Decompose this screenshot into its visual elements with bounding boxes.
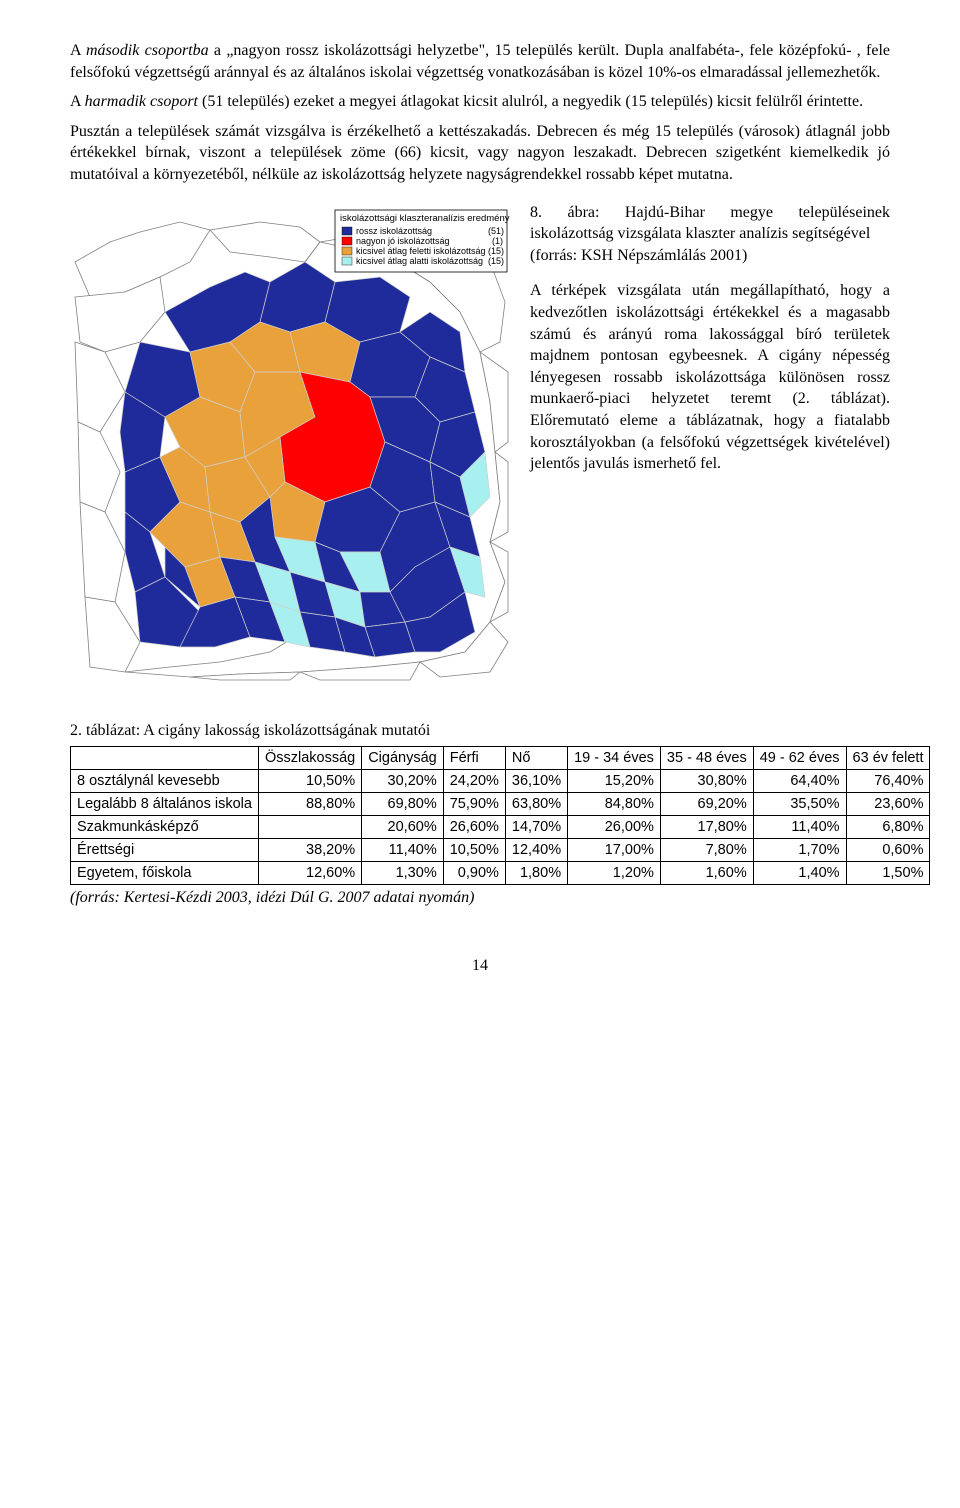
legend-row-2: kicsivel átlag feletti iskolázottság (15… — [342, 246, 504, 256]
page-number: 14 — [70, 957, 890, 975]
table-header-row: Összlakosság Cigányság Férfi Nő 19 - 34 … — [71, 746, 930, 769]
svg-text:(1): (1) — [492, 236, 503, 246]
svg-text:nagyon jó iskolázottság: nagyon jó iskolázottság — [356, 236, 450, 246]
figure-caption: 8. ábra: Hajdú-Bihar megye településeine… — [530, 202, 890, 267]
legend-row-3: kicsivel átlag alatti iskolázottság (15) — [342, 256, 504, 266]
side-paragraph: A térképek vizsgálata után megállapíthat… — [530, 280, 890, 474]
paragraph-1: A második csoportba a „nagyon rossz isko… — [70, 40, 890, 83]
table-row: Érettségi 38,20%11,40%10,50%12,40%17,00%… — [71, 838, 930, 861]
table-row: 8 osztálynál kevesebb 10,50%30,20%24,20%… — [71, 769, 930, 792]
education-table: Összlakosság Cigányság Férfi Nő 19 - 34 … — [70, 746, 930, 885]
svg-text:kicsivel átlag feletti iskoláz: kicsivel átlag feletti iskolázottság — [356, 246, 486, 256]
svg-text:(15): (15) — [488, 246, 504, 256]
table-row: Legalább 8 általános iskola 88,80%69,80%… — [71, 792, 930, 815]
table-row: Szakmunkásképző 20,60%26,60%14,70%26,00%… — [71, 815, 930, 838]
table-source: (forrás: Kertesi-Kézdi 2003, idézi Dúl G… — [70, 889, 890, 907]
paragraph-2: A harmadik csoport (51 település) ezeket… — [70, 91, 890, 113]
table-row: Egyetem, főiskola 12,60%1,30%0,90%1,80%1… — [71, 861, 930, 884]
svg-text:kicsivel átlag alatti iskolázo: kicsivel átlag alatti iskolázottság — [356, 256, 483, 266]
svg-text:(51): (51) — [488, 226, 504, 236]
paragraph-3: Pusztán a települések számát vizsgálva i… — [70, 121, 890, 186]
table-caption: 2. táblázat: A cigány lakosság iskolázot… — [70, 722, 890, 740]
legend-title: iskolázottsági klaszteranalízis eredmény… — [340, 213, 510, 224]
cluster-map: iskolázottsági klaszteranalízis eredmény… — [70, 202, 510, 682]
map-figure: iskolázottsági klaszteranalízis eredmény… — [70, 202, 510, 682]
svg-text:rossz iskolázottság: rossz iskolázottság — [356, 226, 432, 236]
svg-text:(15): (15) — [488, 256, 504, 266]
